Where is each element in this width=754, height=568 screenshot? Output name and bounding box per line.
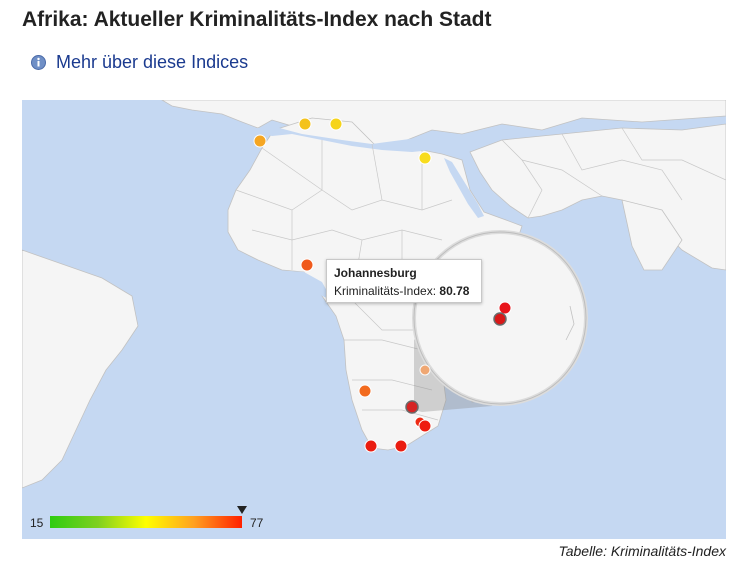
city-marker[interactable] (358, 384, 372, 398)
legend-gradient (50, 516, 242, 528)
page-title: Afrika: Aktueller Kriminalitäts-Index na… (22, 8, 492, 31)
city-markers[interactable] (253, 117, 512, 453)
city-marker[interactable] (253, 134, 267, 148)
city-marker[interactable] (419, 364, 431, 376)
legend-value-marker (237, 506, 247, 514)
city-marker[interactable] (300, 258, 314, 272)
color-legend: 15 77 (28, 506, 288, 534)
legend-min: 15 (30, 516, 44, 530)
tooltip-city: Johannesburg (334, 266, 417, 280)
tooltip-value: 80.78 (439, 284, 470, 298)
city-marker-magnified[interactable] (498, 301, 512, 315)
crime-index-map[interactable]: Johannesburg Kriminalitäts-Index: 80.78 … (22, 100, 726, 539)
city-tooltip: Johannesburg Kriminalitäts-Index: 80.78 (326, 259, 482, 303)
tooltip-metric: Kriminalitäts-Index: 80.78 (334, 284, 469, 298)
city-marker[interactable] (418, 151, 432, 165)
city-marker[interactable] (329, 117, 343, 131)
city-marker[interactable] (418, 419, 432, 433)
land-india (621, 199, 683, 271)
info-icon (31, 55, 46, 70)
table-caption: Tabelle: Kriminalitäts-Index (558, 543, 726, 559)
city-marker-magnified-selected[interactable] (493, 312, 507, 326)
city-marker[interactable] (394, 439, 408, 453)
tooltip-label: Kriminalitäts-Index: (334, 284, 437, 298)
land-south-america (22, 249, 139, 489)
city-marker[interactable] (405, 400, 419, 414)
more-indices-link[interactable]: Mehr über diese Indices (31, 52, 248, 73)
map-base (22, 100, 726, 539)
more-indices-link-label[interactable]: Mehr über diese Indices (56, 52, 249, 72)
legend-max: 77 (250, 516, 264, 530)
city-marker[interactable] (298, 117, 312, 131)
city-marker[interactable] (364, 439, 378, 453)
